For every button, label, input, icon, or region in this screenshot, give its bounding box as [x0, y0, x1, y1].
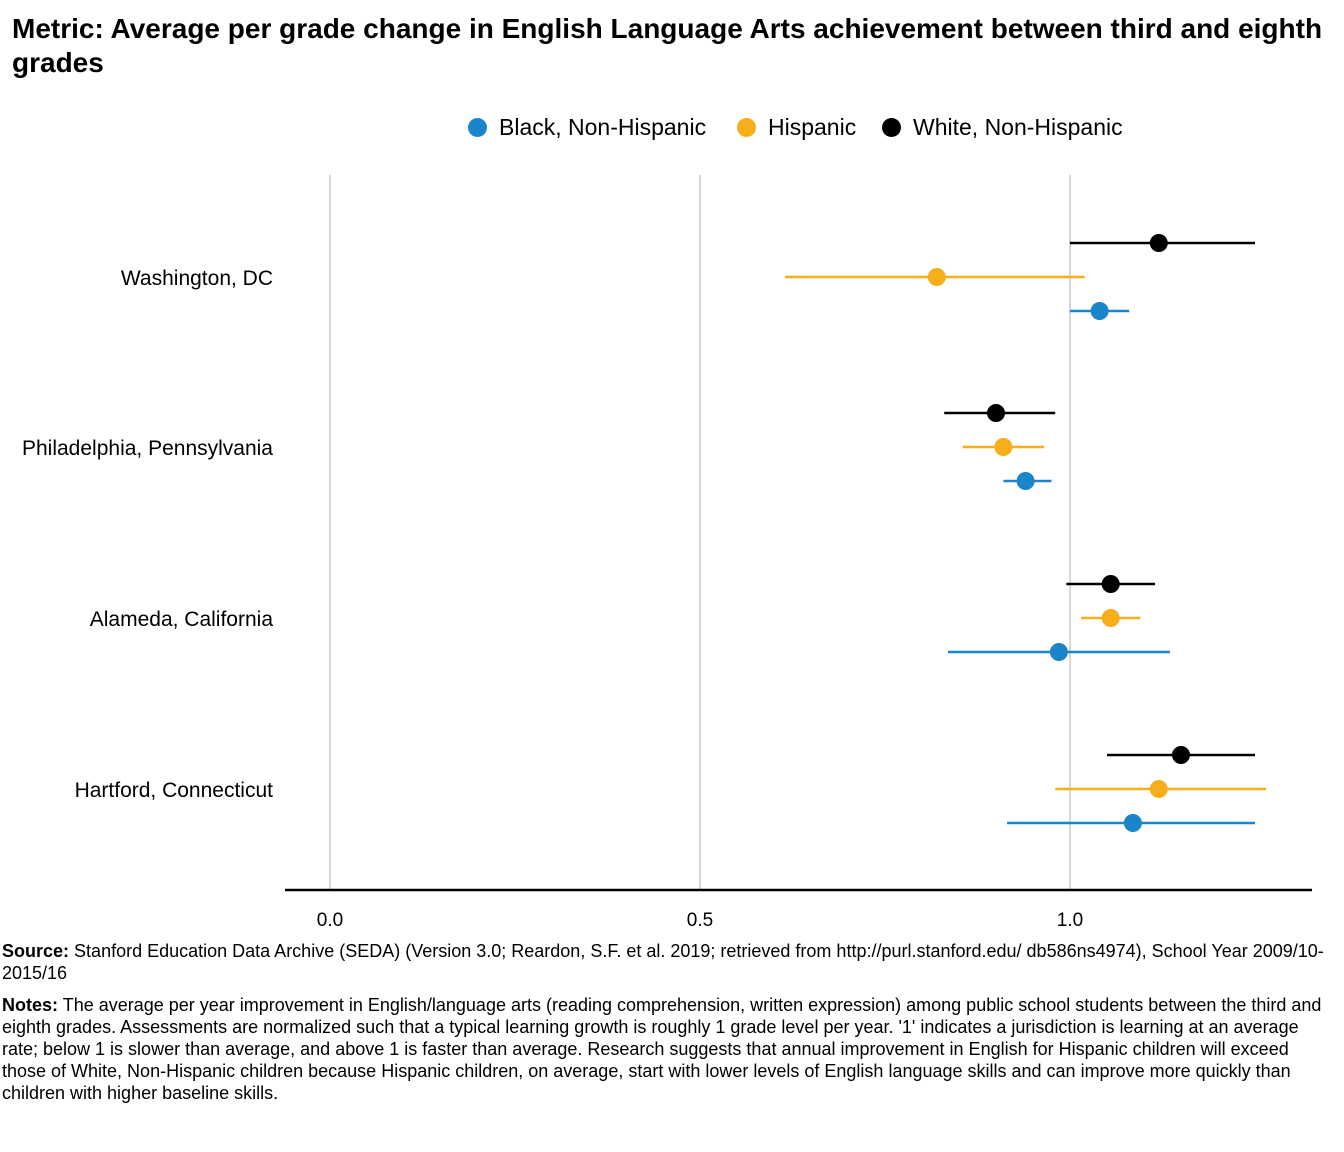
footer: Source: Stanford Education Data Archive … — [2, 940, 1332, 1114]
data-point-black-non-hispanic — [1090, 302, 1109, 320]
category-label: Philadelphia, Pennsylvania — [22, 437, 273, 460]
source-note: Source: Stanford Education Data Archive … — [2, 940, 1332, 984]
legend-label: White, Non-Hispanic — [913, 114, 1123, 140]
category-label: Washington, DC — [121, 267, 273, 290]
data-point-hispanic — [1101, 609, 1120, 627]
category-label: Alameda, California — [90, 608, 274, 631]
source-text: Stanford Education Data Archive (SEDA) (… — [2, 941, 1324, 983]
legend-swatch-white-non-hispanic — [882, 118, 901, 137]
data-point-black-non-hispanic — [1016, 472, 1035, 490]
legend: Black, Non-Hispanic Hispanic White, Non-… — [0, 114, 1344, 148]
category-label: Hartford, Connecticut — [75, 779, 274, 802]
legend-label: Hispanic — [768, 114, 857, 140]
data-point-white-non-hispanic — [1101, 575, 1120, 593]
x-tick-label: 0.5 — [687, 910, 713, 931]
source-label: Source: — [2, 941, 70, 961]
chart-title: Metric: Average per grade change in Engl… — [12, 13, 1323, 78]
notes-text: The average per year improvement in Engl… — [2, 995, 1322, 1103]
notes-label: Notes: — [2, 995, 59, 1015]
data-point-white-non-hispanic — [1149, 234, 1168, 252]
legend-swatch-hispanic — [737, 118, 756, 137]
x-tick-label: 0.0 — [317, 910, 343, 931]
data-point-white-non-hispanic — [987, 404, 1005, 422]
data-point-hispanic — [927, 268, 946, 286]
dot-plot-chart: 0.0 0.5 1.0 Washington, DC Philadelphia, Pen… — [22, 175, 1312, 931]
notes: Notes: The average per year improvement … — [2, 994, 1332, 1104]
legend-item-white-non-hispanic: White, Non-Hispanic — [882, 114, 1123, 141]
legend-swatch-black-non-hispanic — [468, 118, 487, 137]
legend-item-hispanic: Hispanic — [737, 114, 856, 141]
legend-item-black-non-hispanic: Black, Non-Hispanic — [468, 114, 706, 141]
data-point-white-non-hispanic — [1172, 746, 1190, 764]
data-point-black-non-hispanic — [1123, 814, 1142, 832]
legend-label: Black, Non-Hispanic — [499, 114, 707, 140]
data-point-hispanic — [994, 438, 1013, 456]
data-point-hispanic — [1149, 780, 1168, 798]
x-tick-label: 1.0 — [1057, 910, 1083, 931]
data-point-black-non-hispanic — [1049, 643, 1068, 661]
